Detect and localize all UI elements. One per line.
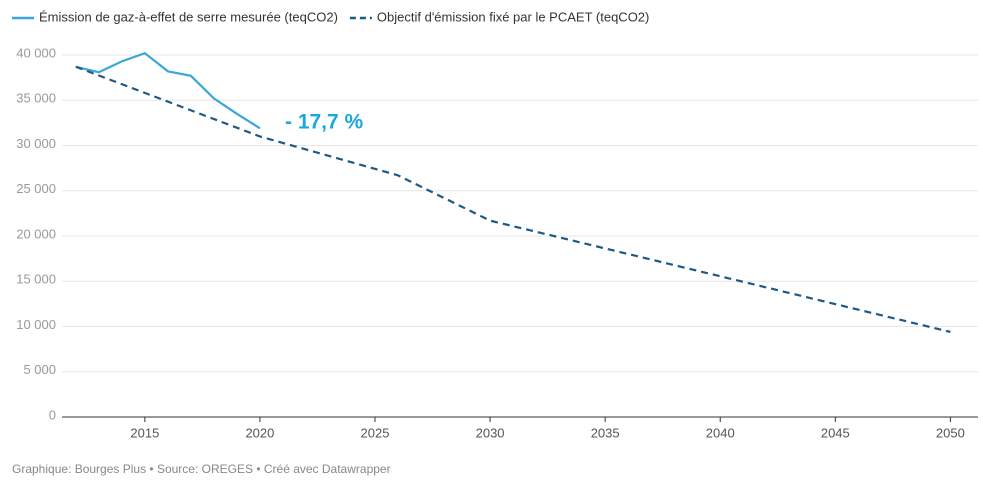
x-tick-label: 2050 [936,425,965,440]
annotation: - 17,7 % [285,111,364,134]
y-tick-label: 30 000 [16,136,56,151]
legend-label: Émission de gaz-à-effet de serre mesurée… [39,9,338,24]
legend-label: Objectif d'émission fixé par le PCAET (t… [377,9,649,24]
y-tick-label: 35 000 [16,91,56,106]
x-tick-label: 2015 [130,425,159,440]
y-tick-label: 20 000 [16,226,56,241]
y-tick-label: 10 000 [16,317,56,332]
y-tick-label: 15 000 [16,272,56,287]
x-tick-label: 2030 [476,425,505,440]
y-tick-label: 5 000 [23,362,56,377]
series-line [75,51,261,130]
x-tick-label: 2040 [706,425,735,440]
x-tick-label: 2045 [821,425,850,440]
source: Graphique: Bourges Plus • Source: OREGES… [12,462,391,476]
y-tick-label: 25 000 [16,181,56,196]
x-tick-label: 2020 [245,425,274,440]
x-tick-label: 2025 [361,425,390,440]
x-tick-label: 2035 [591,425,620,440]
y-tick-label: 0 [49,407,56,422]
y-tick-label: 40 000 [16,45,56,60]
series-line [75,65,951,333]
